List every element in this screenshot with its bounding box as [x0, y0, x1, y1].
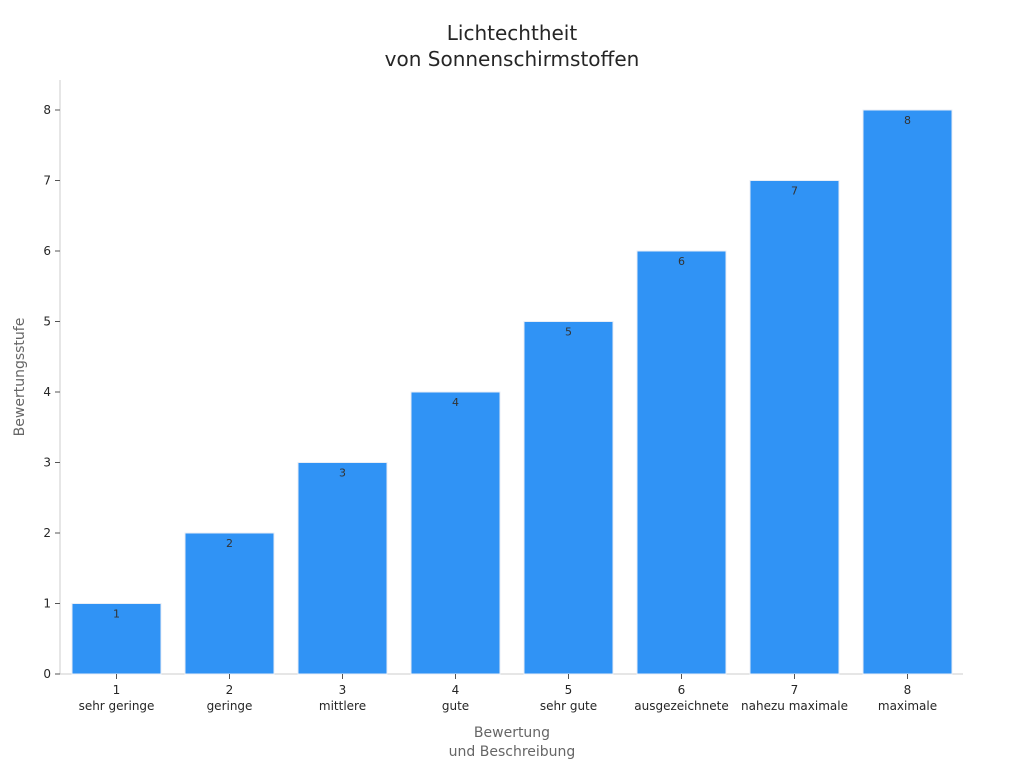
x-tick-label-description: sehr geringe: [79, 699, 155, 713]
bar: [523, 321, 614, 675]
y-tick-label: 4: [43, 385, 51, 399]
y-axis-label: Bewertungsstufe: [12, 318, 28, 437]
y-tick-label: 0: [43, 667, 51, 681]
bar-data-label: 5: [565, 326, 572, 339]
x-tick-label-description: sehr gute: [540, 699, 597, 713]
x-tick-label-description: mittlere: [319, 699, 366, 713]
y-tick-label: 8: [43, 103, 51, 117]
bars: [71, 109, 953, 675]
bar-data-label: 2: [226, 537, 233, 550]
x-tick-label-description: gute: [442, 699, 469, 713]
x-tick-label-number: 3: [339, 683, 347, 697]
bar-data-label: 3: [339, 467, 346, 480]
x-tick-label-description: ausgezeichnete: [634, 699, 729, 713]
x-tick-label-number: 5: [565, 683, 573, 697]
x-tick-label-number: 4: [452, 683, 460, 697]
bar: [71, 603, 162, 675]
y-ticks: 0 1 2 3 4 5 6 7 8: [43, 103, 60, 681]
x-axis-label-line-1: Bewertung: [474, 725, 550, 741]
chart-title-line-1: Lichtechtheit: [447, 21, 578, 45]
x-tick-label-description: maximale: [878, 699, 937, 713]
data-labels: 1 2 3 4 5 6 7 8: [113, 114, 911, 621]
x-tick-label-number: 7: [791, 683, 799, 697]
chart-title-line-2: von Sonnenschirmstoffen: [385, 47, 640, 71]
x-tick-label-number: 1: [113, 683, 121, 697]
y-tick-label: 6: [43, 244, 51, 258]
bar: [636, 250, 727, 675]
x-tick-label-number: 8: [904, 683, 912, 697]
bar: [297, 462, 388, 675]
x-ticks: 1 sehr geringe 2 geringe 3 mittlere 4 gute 5 sehr…: [79, 674, 937, 713]
bar: [184, 532, 275, 675]
bar: [749, 180, 840, 675]
x-tick-label-description: geringe: [207, 699, 253, 713]
bar: [862, 109, 953, 675]
x-tick-label-number: 2: [226, 683, 234, 697]
x-tick-label-number: 6: [678, 683, 686, 697]
bar-data-label: 4: [452, 396, 459, 409]
y-tick-label: 1: [43, 597, 51, 611]
y-tick-label: 7: [43, 174, 51, 188]
y-tick-label: 5: [43, 315, 51, 329]
y-tick-label: 2: [43, 526, 51, 540]
bar: [410, 391, 501, 675]
y-tick-label: 3: [43, 456, 51, 470]
x-tick-label-description: nahezu maximale: [741, 699, 848, 713]
bar-data-label: 6: [678, 255, 685, 268]
bar-data-label: 8: [904, 114, 911, 127]
bar-data-label: 1: [113, 608, 120, 621]
x-axis-label-line-2: und Beschreibung: [449, 744, 576, 760]
bar-data-label: 7: [791, 185, 798, 198]
